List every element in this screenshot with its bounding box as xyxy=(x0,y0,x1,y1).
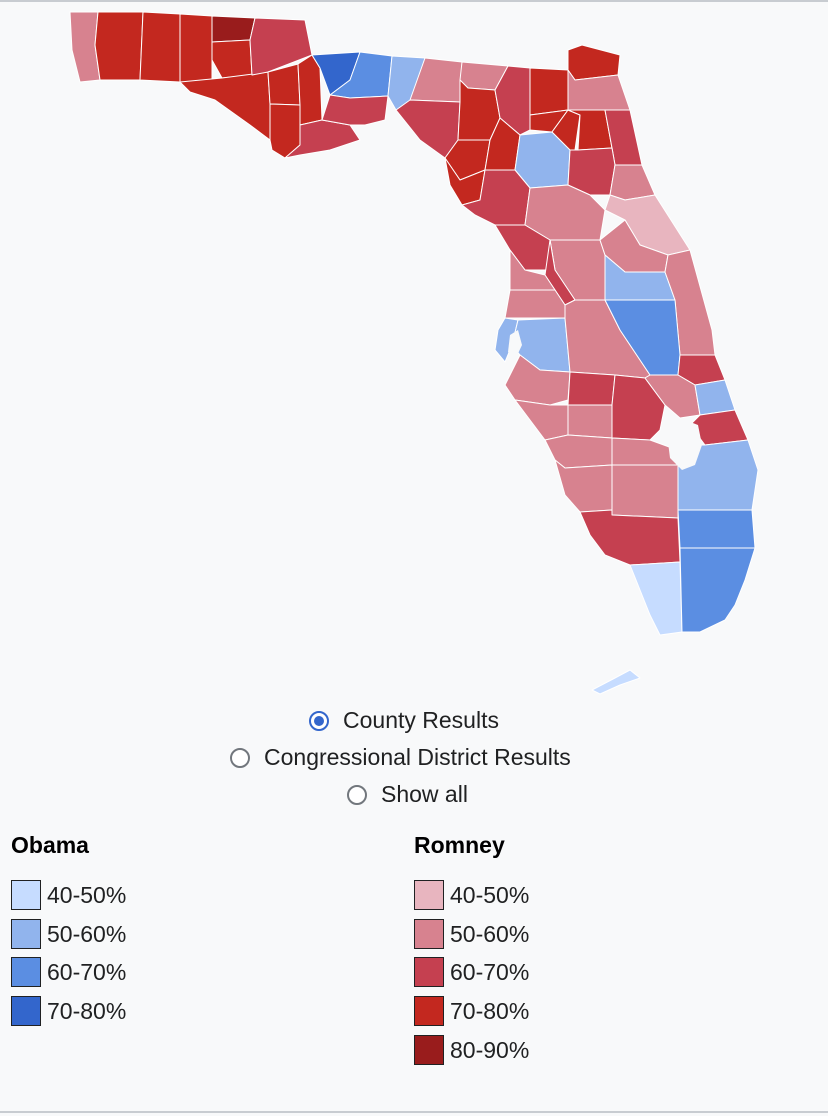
legend-item-obama-60-70: 60-70% xyxy=(11,957,126,987)
legend-item-obama-70-80: 70-80% xyxy=(11,996,126,1026)
legend-label: 40-50% xyxy=(450,881,530,908)
county-baker[interactable] xyxy=(529,67,569,116)
swatch xyxy=(414,919,444,949)
county-hendry[interactable] xyxy=(611,464,679,519)
county-sarasota[interactable] xyxy=(514,399,569,441)
swatch xyxy=(414,957,444,987)
option-label: Show all xyxy=(381,781,468,807)
legend-item-romney-50-60: 50-60% xyxy=(414,919,529,949)
county-collier[interactable] xyxy=(579,509,681,566)
swatch xyxy=(414,1035,444,1065)
legend-item-obama-40-50: 40-50% xyxy=(11,880,126,910)
option-congressional-district-results[interactable]: Congressional District Results xyxy=(230,744,571,771)
lake-okeechobee xyxy=(668,420,702,470)
legend-label: 60-70% xyxy=(47,958,127,985)
swatch xyxy=(11,919,41,949)
county-pasco[interactable] xyxy=(504,289,566,319)
legend-item-romney-60-70: 60-70% xyxy=(414,957,529,987)
legend-item-romney-80-90: 80-90% xyxy=(414,1035,529,1065)
legend-label: 70-80% xyxy=(47,997,127,1024)
county-desoto[interactable] xyxy=(567,404,613,439)
swatch xyxy=(11,957,41,987)
county-miami-dade[interactable] xyxy=(679,547,756,633)
radio-congressional-district-results[interactable] xyxy=(230,747,250,768)
legend-title-obama: Obama xyxy=(11,832,89,858)
legend-item-obama-50-60: 50-60% xyxy=(11,919,126,949)
county-charlotte[interactable] xyxy=(544,434,613,469)
radio-show-all[interactable] xyxy=(347,784,367,805)
county-taylor[interactable] xyxy=(395,99,461,159)
option-county-results[interactable]: County Results xyxy=(309,707,499,734)
tampa-bay xyxy=(508,330,522,360)
legend-item-romney-70-80: 70-80% xyxy=(414,996,529,1026)
county-washington[interactable] xyxy=(211,39,253,79)
florida-county-map xyxy=(69,11,759,695)
swatch xyxy=(414,880,444,910)
legend-label: 50-60% xyxy=(450,920,530,947)
county-hernando[interactable] xyxy=(509,249,556,291)
county-manatee[interactable] xyxy=(504,354,571,406)
option-show-all[interactable]: Show all xyxy=(347,781,468,808)
swatch xyxy=(414,996,444,1026)
county-bradford[interactable] xyxy=(551,109,581,151)
county-monroe-mainland[interactable] xyxy=(629,561,683,636)
swatch xyxy=(11,996,41,1026)
county-flagler[interactable] xyxy=(609,164,656,201)
legend-label: 60-70% xyxy=(450,958,530,985)
county-nassau[interactable] xyxy=(567,44,621,81)
county-monroe-keys[interactable] xyxy=(591,669,641,695)
bottom-divider xyxy=(0,1111,828,1113)
county-walton[interactable] xyxy=(179,13,213,89)
radio-county-results[interactable] xyxy=(309,710,329,731)
county-santa-rosa[interactable] xyxy=(94,11,144,81)
option-label: County Results xyxy=(343,707,499,733)
county-lee[interactable] xyxy=(554,459,613,513)
county-hardee[interactable] xyxy=(567,371,616,406)
legend-label: 40-50% xyxy=(47,881,127,908)
top-divider xyxy=(0,0,828,2)
county-bay[interactable] xyxy=(179,71,271,141)
legend-title-romney: Romney xyxy=(414,832,505,858)
county-broward[interactable] xyxy=(677,509,756,549)
county-st-lucie[interactable] xyxy=(694,379,736,416)
legend-label: 50-60% xyxy=(47,920,127,947)
option-label: Congressional District Results xyxy=(264,744,571,770)
legend-item-romney-40-50: 40-50% xyxy=(414,880,529,910)
legend-label: 80-90% xyxy=(450,1036,530,1063)
county-wakulla[interactable] xyxy=(321,94,389,126)
county-holmes[interactable] xyxy=(211,15,256,43)
swatch xyxy=(11,880,41,910)
county-okaloosa[interactable] xyxy=(139,11,181,83)
legend-label: 70-80% xyxy=(450,997,530,1024)
